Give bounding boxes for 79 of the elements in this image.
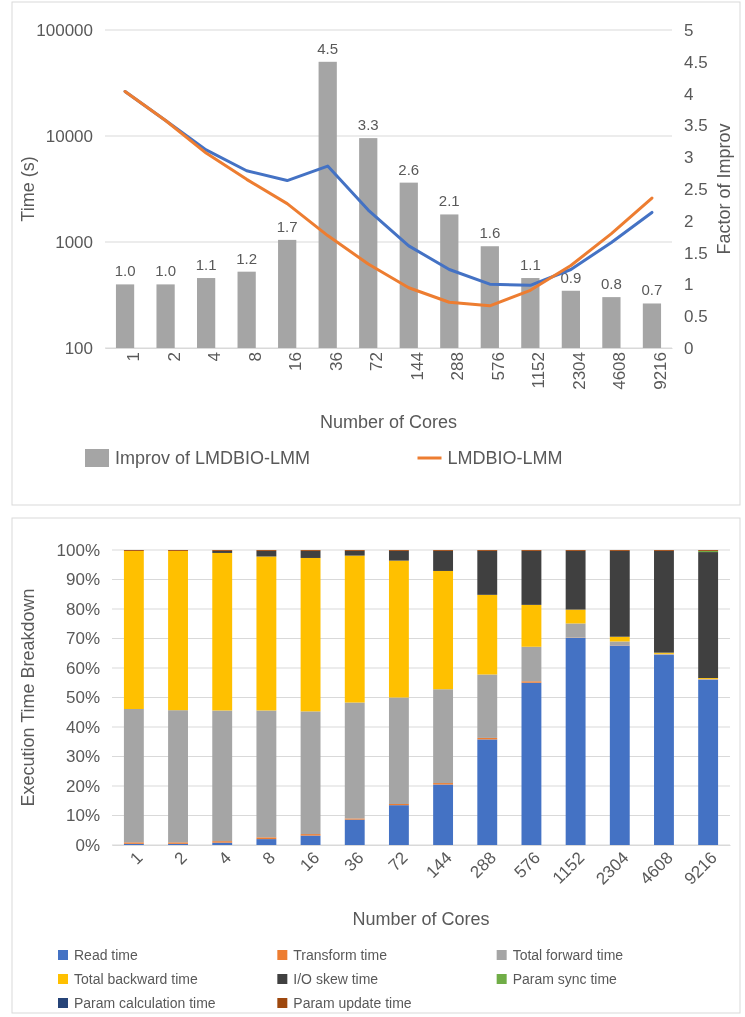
y-tick-label: 100000: [36, 20, 93, 40]
legend-label: LMDBIO-LMM: [447, 448, 563, 469]
x-axis-title: Number of Cores: [319, 412, 458, 432]
data-label: 1.0: [155, 262, 177, 280]
data-label: 1.1: [195, 256, 217, 274]
legend-label: Total forward time: [512, 946, 624, 963]
x-tick-label: 2304: [569, 352, 589, 390]
y-tick-label: 90%: [65, 570, 100, 590]
x-tick-label: 8: [258, 848, 280, 869]
y2-tick-label: 1.5: [684, 243, 708, 263]
x-tick-label: 576: [510, 848, 545, 882]
y-tick-label: 80%: [65, 599, 100, 619]
legend-label: Param calculation time: [74, 994, 216, 1011]
legend-label: Total backward time: [74, 970, 198, 987]
y2-tick-label: 5: [684, 20, 694, 40]
x-tick-label: 36: [326, 352, 346, 371]
x-tick-label: 4: [205, 352, 225, 362]
y-tick-label: 20%: [65, 776, 100, 796]
legend-label: Transform time: [293, 946, 388, 963]
y2-tick-label: 4.5: [684, 52, 708, 72]
y-tick-label: 70%: [65, 629, 100, 649]
y-tick-label: 10%: [65, 806, 100, 826]
data-label: 1.0: [114, 262, 136, 280]
x-tick-label: 576: [488, 352, 508, 381]
y-tick-label: 10000: [45, 126, 93, 146]
y2-tick-label: 4: [684, 84, 694, 104]
x-tick-label: 1: [124, 352, 144, 362]
y2-tick-label: 2.5: [684, 179, 708, 199]
y2-tick-label: 2: [684, 211, 694, 231]
y-tick-label: 40%: [65, 717, 100, 737]
x-tick-label: 16: [296, 848, 324, 876]
legend-label: Param sync time: [512, 970, 618, 987]
y-tick-label: 30%: [65, 747, 100, 767]
y-tick-label: 50%: [65, 688, 100, 708]
legend-label: Improv of LMDBIO-LMM: [115, 448, 311, 469]
y-axis-title: Time (s): [18, 156, 38, 222]
x-tick-label: 4608: [610, 352, 630, 390]
y2-tick-label: 3: [684, 148, 694, 168]
x-tick-label: 1: [126, 848, 147, 869]
y2-tick-label: 1: [684, 275, 694, 295]
x-tick-label: 16: [286, 352, 306, 371]
x-tick-label: 1152: [529, 352, 549, 389]
data-label: 1.1: [519, 256, 541, 274]
legend-label: Read time: [74, 946, 139, 963]
y2-tick-label: 0: [684, 338, 694, 358]
legend-label: Param update time: [293, 994, 412, 1011]
y-axis-title: Execution Time Breakdown: [18, 588, 38, 807]
y-tick-label: 60%: [65, 658, 100, 678]
data-label: 0.7: [641, 281, 663, 299]
y2-tick-label: 3.5: [684, 116, 708, 136]
x-tick-label: 8: [245, 352, 265, 362]
x-tick-label: 9216: [650, 352, 670, 390]
data-label: 1.6: [479, 224, 501, 242]
x-tick-label: 36: [340, 848, 368, 876]
x-tick-label: 144: [422, 848, 456, 882]
data-label: 0.9: [560, 268, 582, 286]
y2-tick-label: 0.5: [684, 307, 708, 327]
x-tick-label: 288: [466, 848, 500, 882]
data-label: 1.7: [276, 217, 298, 235]
y-tick-label: 1000: [55, 232, 93, 252]
y-tick-label: 100: [64, 338, 93, 358]
y-tick-label: 0%: [75, 835, 100, 855]
x-tick-label: 288: [448, 352, 468, 381]
data-label: 2.6: [398, 160, 420, 178]
data-label: 0.8: [600, 275, 622, 293]
y2-axis-title: Factor of Improv: [714, 123, 734, 255]
x-tick-label: 144: [407, 352, 427, 381]
x-tick-label: 4: [214, 848, 235, 869]
x-tick-label: 2: [164, 352, 184, 362]
data-label: 4.5: [317, 39, 339, 57]
x-tick-label: 2: [170, 848, 191, 869]
data-label: 3.3: [357, 116, 379, 134]
x-tick-label: 72: [384, 848, 412, 876]
x-tick-label: 72: [367, 352, 387, 371]
legend-label: I/O skew time: [293, 970, 379, 987]
y-tick-label: 100%: [56, 540, 100, 560]
data-label: 2.1: [438, 192, 460, 210]
x-axis-title: Number of Cores: [352, 909, 490, 929]
data-label: 1.2: [236, 249, 258, 267]
